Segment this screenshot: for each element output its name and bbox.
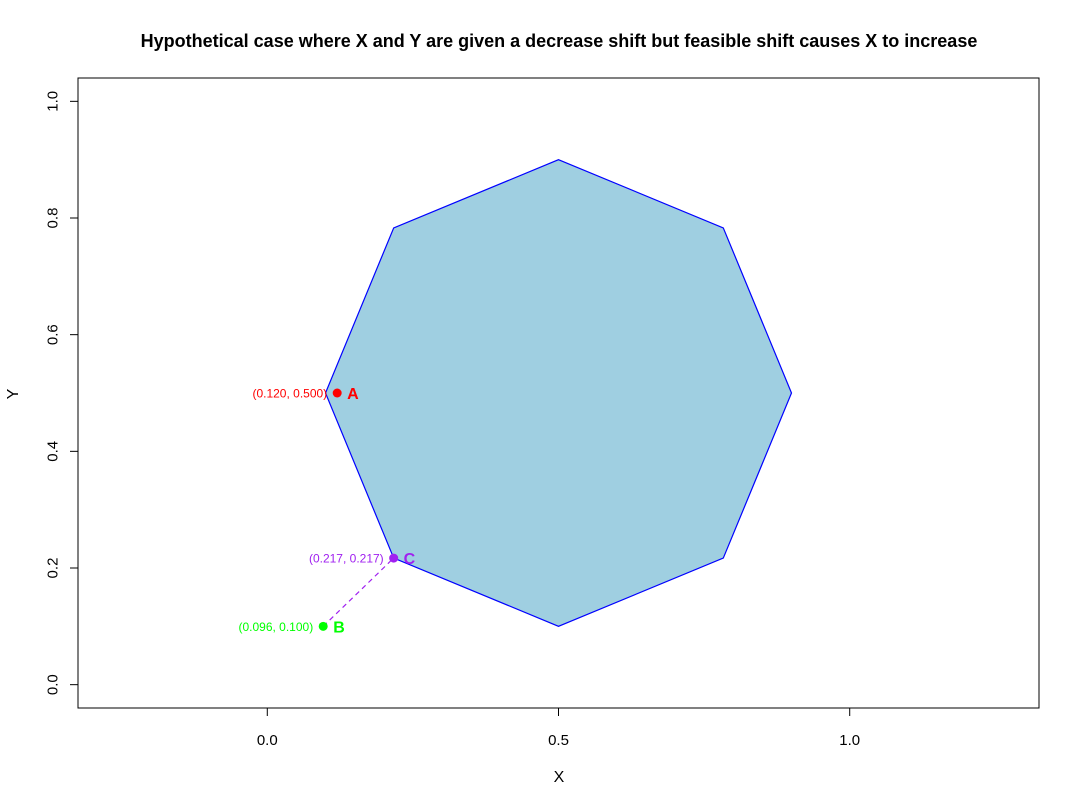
point-a-coord-label: (0.120, 0.500) [252, 387, 327, 401]
point-b-coord-label: (0.096, 0.100) [238, 620, 313, 634]
x-axis-label: X [554, 769, 565, 786]
point-b [318, 621, 328, 631]
y-axis-label: Y [5, 388, 22, 399]
shift-segment-0 [322, 557, 395, 627]
x-tick-label-2: 1.0 [839, 732, 860, 749]
feasible-region-polygon [324, 159, 793, 627]
point-c-coord-label: (0.217, 0.217) [309, 552, 384, 566]
point-c [389, 553, 399, 563]
y-tick-label-4: 0.8 [45, 208, 62, 229]
point-c-name-label: C [404, 551, 416, 568]
y-tick-label-2: 0.4 [45, 441, 62, 462]
chart-title: Hypothetical case where X and Y are give… [141, 31, 978, 51]
point-b-name-label: B [333, 619, 345, 636]
point-a [332, 388, 342, 398]
x-tick-label-1: 0.5 [548, 732, 569, 749]
y-tick-label-5: 1.0 [45, 91, 62, 112]
y-tick-label-0: 0.0 [45, 674, 62, 695]
point-a-name-label: A [347, 386, 359, 403]
y-tick-label-1: 0.2 [45, 558, 62, 579]
x-tick-label-0: 0.0 [257, 732, 278, 749]
y-tick-label-3: 0.6 [45, 324, 62, 345]
